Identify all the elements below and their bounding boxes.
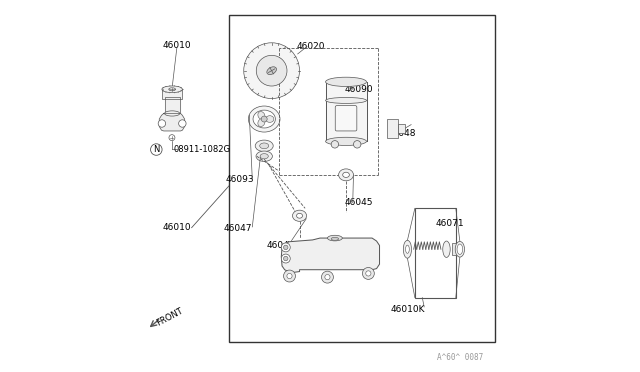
Polygon shape (164, 97, 180, 113)
Ellipse shape (256, 151, 273, 161)
Ellipse shape (292, 210, 307, 221)
Text: 46093: 46093 (226, 175, 254, 184)
Ellipse shape (253, 110, 275, 128)
Text: 46090: 46090 (345, 85, 373, 94)
Circle shape (284, 245, 288, 250)
Circle shape (284, 256, 288, 261)
Bar (162, 89, 182, 99)
Circle shape (282, 254, 291, 263)
Ellipse shape (403, 240, 412, 258)
Ellipse shape (328, 235, 342, 241)
Ellipse shape (162, 86, 182, 93)
Circle shape (365, 271, 371, 276)
Bar (415, 208, 456, 298)
Ellipse shape (169, 88, 175, 91)
Ellipse shape (296, 213, 303, 218)
Text: FRONT: FRONT (154, 306, 184, 328)
Ellipse shape (248, 106, 280, 132)
Ellipse shape (406, 245, 410, 253)
Text: 46010: 46010 (163, 41, 191, 50)
Ellipse shape (342, 172, 349, 177)
Text: N: N (153, 145, 159, 154)
Bar (398, 124, 405, 133)
Circle shape (244, 43, 300, 99)
Ellipse shape (260, 143, 269, 149)
Text: 46020: 46020 (296, 42, 325, 51)
Circle shape (256, 55, 287, 86)
Ellipse shape (260, 154, 268, 159)
Text: 46045: 46045 (345, 198, 373, 207)
Ellipse shape (267, 67, 276, 74)
Text: 46047: 46047 (224, 224, 252, 233)
Ellipse shape (326, 137, 367, 145)
Polygon shape (159, 113, 184, 131)
Circle shape (331, 141, 339, 148)
Circle shape (158, 120, 166, 127)
Text: A^60^ 0087: A^60^ 0087 (437, 353, 484, 362)
Circle shape (321, 271, 333, 283)
Polygon shape (282, 238, 380, 272)
Bar (229, 15, 495, 342)
Circle shape (325, 275, 330, 280)
Polygon shape (326, 82, 367, 141)
Circle shape (169, 135, 175, 141)
FancyBboxPatch shape (335, 106, 357, 131)
Ellipse shape (326, 77, 367, 87)
Circle shape (179, 120, 186, 127)
Ellipse shape (164, 111, 180, 116)
Text: 46045: 46045 (267, 241, 295, 250)
Text: 08911-1082G: 08911-1082G (173, 145, 230, 154)
Ellipse shape (266, 116, 274, 122)
Ellipse shape (443, 241, 450, 257)
Ellipse shape (331, 237, 339, 240)
Ellipse shape (326, 97, 367, 103)
Ellipse shape (258, 119, 265, 126)
Ellipse shape (258, 112, 265, 119)
Text: 46010: 46010 (163, 223, 191, 232)
Ellipse shape (339, 169, 353, 181)
Ellipse shape (457, 244, 463, 254)
Ellipse shape (455, 241, 465, 257)
Circle shape (353, 141, 361, 148)
Bar (452, 243, 457, 255)
Circle shape (282, 243, 291, 252)
Ellipse shape (255, 140, 273, 151)
Circle shape (362, 267, 374, 279)
Text: 46048: 46048 (388, 129, 416, 138)
Circle shape (284, 270, 296, 282)
Bar (387, 119, 398, 138)
Circle shape (261, 116, 267, 122)
Circle shape (287, 273, 292, 279)
Text: 46010K: 46010K (390, 305, 425, 314)
Text: 46071: 46071 (435, 219, 464, 228)
